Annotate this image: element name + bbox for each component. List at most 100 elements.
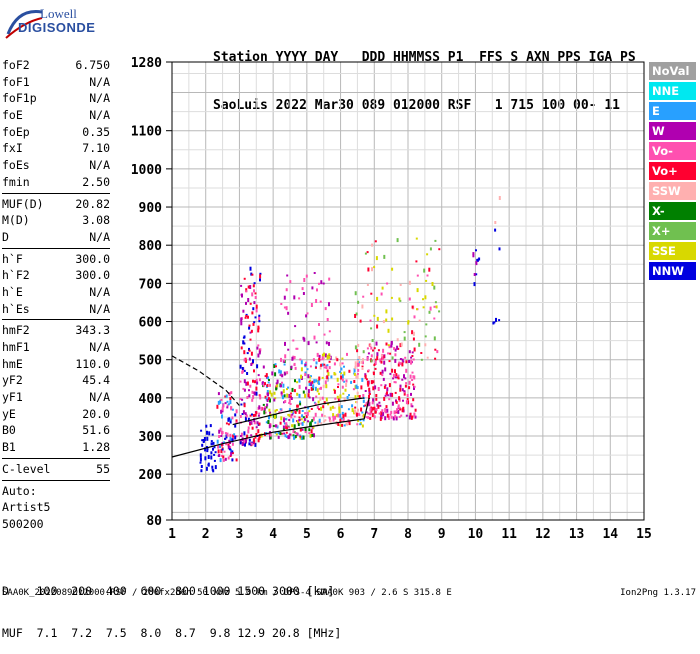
echo-point bbox=[393, 411, 396, 414]
param-name: foE bbox=[2, 108, 23, 123]
param-value: 2.50 bbox=[82, 174, 110, 189]
echo-point bbox=[403, 390, 406, 393]
echo-point bbox=[356, 391, 359, 395]
echo-point bbox=[380, 411, 383, 416]
echo-point bbox=[369, 319, 372, 322]
echo-point bbox=[408, 386, 411, 390]
x-tick-label: 14 bbox=[602, 527, 618, 542]
echo-point bbox=[339, 413, 342, 418]
echo-point bbox=[395, 373, 398, 377]
echo-point bbox=[431, 282, 434, 286]
echo-point bbox=[201, 443, 204, 447]
param-row: D N/A bbox=[2, 229, 110, 246]
echo-point bbox=[256, 346, 259, 350]
echo-point bbox=[343, 380, 346, 383]
echo-point bbox=[498, 319, 501, 322]
echo-point bbox=[367, 415, 370, 419]
echo-point bbox=[396, 238, 399, 243]
echo-point bbox=[374, 240, 377, 243]
echo-point bbox=[413, 386, 415, 390]
echo-point bbox=[381, 409, 384, 413]
echo-point bbox=[318, 323, 320, 326]
echo-point bbox=[383, 396, 386, 401]
echo-point bbox=[476, 258, 479, 262]
echo-point bbox=[224, 395, 227, 398]
echo-point bbox=[226, 432, 229, 437]
axis-ticks: 1 2 3 4 5 6 7 8 9 10 11 12 13 14 158020030040050060070… bbox=[131, 56, 652, 542]
echo-point bbox=[364, 374, 367, 379]
echo-point bbox=[326, 364, 329, 367]
echo-point bbox=[411, 405, 414, 408]
echo-point bbox=[285, 436, 288, 438]
echo-point bbox=[359, 423, 362, 426]
echo-point bbox=[356, 372, 359, 375]
echo-point bbox=[391, 401, 394, 406]
echo-point bbox=[240, 317, 243, 322]
echo-point bbox=[250, 442, 253, 445]
echo-point bbox=[371, 267, 373, 272]
echo-point bbox=[326, 355, 329, 360]
param-row: fmin 2.50 bbox=[2, 174, 110, 191]
echo-point bbox=[324, 380, 327, 385]
echo-point bbox=[410, 359, 413, 364]
echo-point bbox=[210, 455, 213, 460]
echo-point bbox=[339, 418, 342, 423]
echo-point bbox=[255, 378, 258, 383]
echo-point bbox=[368, 394, 370, 399]
param-separator bbox=[2, 457, 110, 459]
echo-point bbox=[248, 389, 250, 392]
echo-point bbox=[399, 284, 402, 286]
echo-point bbox=[243, 388, 246, 392]
echo-point bbox=[312, 416, 315, 421]
echo-point bbox=[290, 365, 293, 369]
echo-point bbox=[306, 368, 309, 371]
echo-point bbox=[211, 465, 214, 469]
echo-point bbox=[302, 435, 305, 440]
echo-point bbox=[227, 423, 230, 426]
echo-point bbox=[337, 398, 340, 402]
echo-point bbox=[323, 363, 326, 366]
param-name: MUF(D) bbox=[2, 196, 44, 211]
echo-point bbox=[318, 418, 321, 423]
echo-point bbox=[227, 443, 230, 447]
echo-point bbox=[318, 354, 321, 358]
echo-point bbox=[220, 409, 223, 414]
echo-point bbox=[368, 387, 371, 392]
echo-point bbox=[398, 415, 401, 418]
echo-point bbox=[290, 397, 293, 400]
echo-point bbox=[325, 341, 328, 345]
echo-point bbox=[242, 443, 245, 446]
echo-point bbox=[371, 401, 374, 405]
echo-point bbox=[363, 405, 365, 408]
echo-point bbox=[340, 372, 343, 375]
echo-point bbox=[411, 415, 414, 419]
echo-point bbox=[273, 398, 276, 402]
y-tick-label: 700 bbox=[139, 277, 163, 292]
echo-point bbox=[395, 410, 398, 413]
echo-point bbox=[269, 383, 271, 387]
echo-point bbox=[310, 408, 313, 410]
echo-point bbox=[290, 410, 293, 413]
echo-point bbox=[321, 413, 324, 417]
echo-point bbox=[302, 420, 305, 423]
echo-point bbox=[357, 408, 359, 412]
param-name: fxI bbox=[2, 141, 23, 156]
echo-point bbox=[252, 359, 254, 364]
echo-point bbox=[401, 362, 404, 367]
echo-point bbox=[342, 392, 345, 395]
param-name: hmF2 bbox=[2, 323, 30, 338]
echo-point bbox=[382, 412, 385, 417]
echo-point bbox=[378, 412, 381, 415]
echo-point bbox=[244, 442, 246, 447]
echo-point bbox=[373, 364, 376, 366]
echo-point bbox=[254, 442, 257, 447]
echo-point bbox=[396, 345, 399, 350]
echo-point bbox=[293, 295, 296, 300]
echo-point bbox=[255, 391, 258, 396]
echo-point bbox=[286, 371, 289, 375]
echo-point bbox=[314, 402, 317, 406]
param-row: foF1 N/A bbox=[2, 74, 110, 91]
echo-point bbox=[243, 369, 246, 372]
echo-point bbox=[247, 417, 250, 422]
param-value: N/A bbox=[89, 390, 110, 405]
